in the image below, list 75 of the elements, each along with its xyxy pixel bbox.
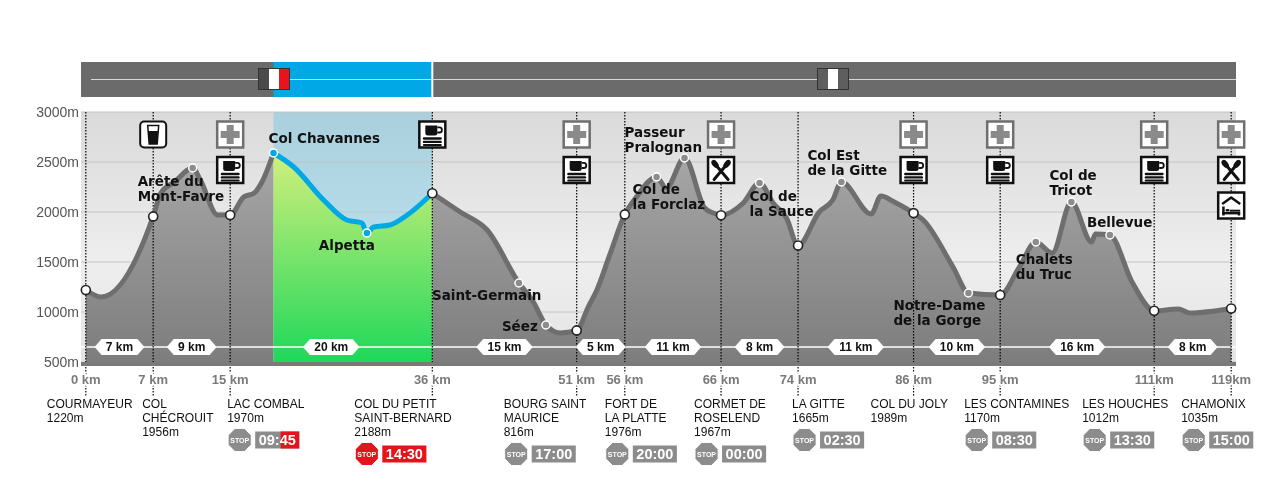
x-tick-label: 36 km [413, 372, 451, 387]
annotation: 16 km [1060, 340, 1095, 355]
y-tick-label: 1500m [36, 253, 79, 270]
x-tick-label: 119km [1211, 372, 1252, 387]
x-tick-label: 74 km [779, 372, 817, 387]
x-tick-label: 86 km [895, 372, 932, 387]
point [571, 325, 582, 336]
point [1225, 303, 1237, 314]
x-tick-label: 7 km [138, 372, 169, 387]
annotation: Passeur Pralognan [624, 124, 703, 155]
ref-line-label: COL DU JOLY 1989m [870, 397, 948, 425]
point [427, 187, 438, 199]
annotation: 9 km [178, 340, 206, 355]
point [187, 163, 198, 173]
annotation: 7 km [105, 340, 134, 355]
ref-line-label: COURMAYEUR 1220m [46, 397, 133, 425]
annotation: Bellevue [1086, 214, 1153, 230]
annotation: Col de la Forclaz [632, 181, 706, 212]
ref-line-label: LAC COMBAL 1970m [227, 397, 305, 425]
annotation: 8 km [745, 340, 774, 355]
point [908, 207, 919, 219]
ref-line-label: LES HOUCHES 1012m [1082, 397, 1169, 425]
annotation: Col de Tricot [1049, 167, 1097, 198]
point [1105, 230, 1115, 240]
annotation: Col Chavannes [268, 130, 380, 146]
y-tick-label: 1000m [36, 303, 79, 320]
x-tick-label: 111km [1134, 372, 1174, 387]
point [1148, 305, 1160, 317]
y-tick-label: 2500m [36, 153, 79, 170]
annotation: 8 km [1179, 340, 1207, 355]
point [268, 148, 279, 158]
ref-line-label: LA GITTE 1665m [792, 397, 845, 425]
ref-line-label: FORT DE LA PLATTE 1976m [604, 397, 667, 439]
x-tick-label: 51 km [558, 372, 596, 387]
annotation: 10 km [939, 340, 974, 355]
ref-line-label: LES CONTAMINES 1170m [964, 397, 1070, 425]
point [1066, 197, 1077, 207]
point [651, 172, 662, 182]
point [80, 284, 92, 296]
annotation: 5 km [587, 340, 615, 355]
annotation: Séez [501, 318, 538, 334]
x-tick-label: 0 km [70, 372, 101, 387]
point [362, 228, 372, 238]
point [963, 288, 974, 298]
point [147, 211, 159, 222]
annotation: 15 km [487, 340, 522, 355]
point [994, 289, 1006, 301]
x-tick-label: 56 km [606, 372, 644, 387]
y-tick-label: 2000m [36, 203, 79, 220]
ref-line-label: COL CHÉCROUIT 1956m [142, 397, 215, 439]
annotation: 11 km [656, 340, 690, 355]
ref-line-label: BOURG SAINT MAURICE 816m [503, 397, 588, 439]
point [619, 209, 631, 220]
ref-line-label: CHAMONIX 1035m [1181, 397, 1246, 425]
point [1031, 237, 1041, 247]
point [541, 320, 551, 330]
annotation: Notre-Dame de la Gorge [893, 297, 986, 328]
point [754, 178, 765, 188]
y-tick-label: 3000m [36, 103, 79, 120]
x-tick-label: 15 km [211, 372, 249, 387]
annotation: Col Est de la Gitte [807, 147, 888, 178]
point [836, 177, 847, 187]
ref-line-label: COL DU PETIT SAINT-BERNARD 2188m [354, 397, 452, 439]
x-tick-label: 95 km [981, 372, 1019, 387]
point [792, 240, 804, 251]
annotation: 20 km [314, 340, 349, 355]
point [715, 210, 727, 221]
annotation: Alpetta [318, 237, 375, 253]
annotation: 11 km [839, 340, 873, 355]
annotation: Col de la Sauce [749, 188, 814, 219]
point [224, 209, 236, 221]
x-tick-label: 66 km [702, 372, 740, 387]
y-tick-label: 500m [43, 353, 79, 370]
point [514, 278, 524, 288]
ref-line-label: CORMET DE ROSELEND 1967m [694, 397, 766, 439]
